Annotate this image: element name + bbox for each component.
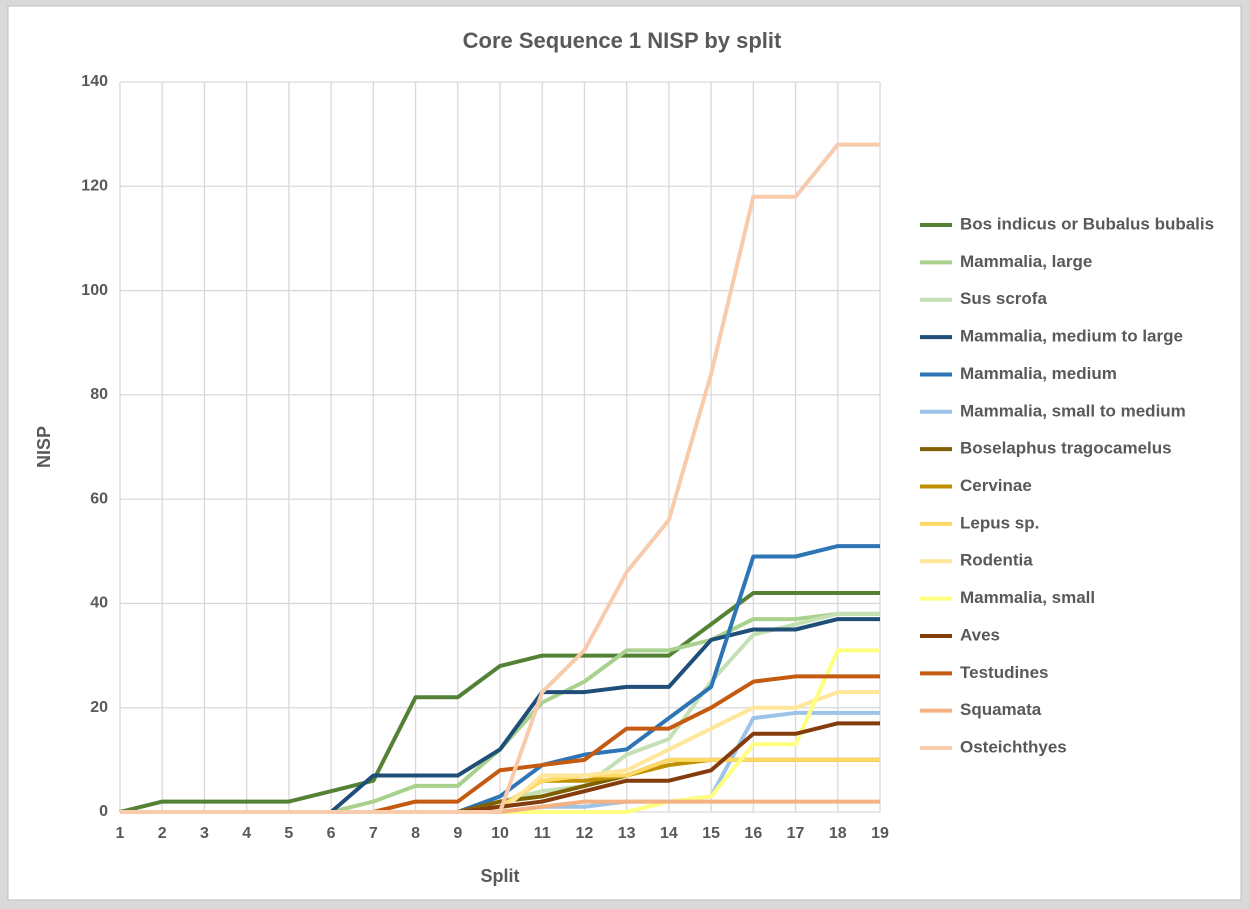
x-tick-label: 17 [787, 825, 805, 842]
y-tick-label: 120 [81, 178, 108, 195]
x-tick-label: 16 [744, 825, 762, 842]
y-tick-label: 100 [81, 282, 108, 299]
x-tick-label: 6 [327, 825, 336, 842]
legend-label: Testudines [960, 663, 1048, 682]
legend-label: Rodentia [960, 551, 1033, 570]
legend-label: Bos indicus or Bubalus bubalis [960, 214, 1214, 233]
y-tick-label: 80 [90, 386, 108, 403]
legend-label: Mammalia, medium to large [960, 327, 1183, 346]
x-axis-label: Split [481, 866, 520, 886]
legend-label: Sus scrofa [960, 289, 1047, 308]
x-tick-label: 19 [871, 825, 889, 842]
x-tick-label: 3 [200, 825, 209, 842]
x-tick-label: 12 [576, 825, 594, 842]
x-tick-label: 10 [491, 825, 509, 842]
legend-label: Mammalia, medium [960, 364, 1117, 383]
x-tick-label: 14 [660, 825, 678, 842]
series-line [119, 591, 880, 814]
x-tick-label: 1 [116, 825, 125, 842]
y-tick-label: 60 [90, 490, 108, 507]
legend-label: Mammalia, small to medium [960, 401, 1186, 420]
legend-label: Lepus sp. [960, 513, 1039, 532]
x-tick-label: 7 [369, 825, 378, 842]
x-tick-label: 8 [411, 825, 420, 842]
legend-label: Boselaphus tragocamelus [960, 439, 1172, 458]
y-tick-label: 0 [99, 803, 108, 820]
x-tick-label: 5 [284, 825, 293, 842]
x-tick-label: 2 [158, 825, 167, 842]
series-line [120, 142, 880, 814]
x-tick-label: 11 [534, 825, 551, 842]
y-tick-label: 20 [90, 699, 108, 716]
x-tick-label: 9 [453, 825, 462, 842]
x-tick-label: 18 [829, 825, 847, 842]
x-tick-label: 4 [242, 825, 251, 842]
y-axis-label: NISP [34, 426, 54, 468]
x-tick-label: 13 [618, 825, 636, 842]
legend-label: Aves [960, 625, 1000, 644]
legend-label: Mammalia, small [960, 588, 1095, 607]
legend-label: Squamata [960, 700, 1042, 719]
legend-label: Cervinae [960, 476, 1032, 495]
legend-label: Mammalia, large [960, 252, 1092, 271]
legend-label: Osteichthyes [960, 738, 1067, 757]
y-tick-label: 40 [90, 595, 108, 612]
y-tick-label: 140 [81, 73, 108, 90]
chart-title: Core Sequence 1 NISP by split [463, 28, 782, 53]
x-tick-label: 15 [702, 825, 720, 842]
